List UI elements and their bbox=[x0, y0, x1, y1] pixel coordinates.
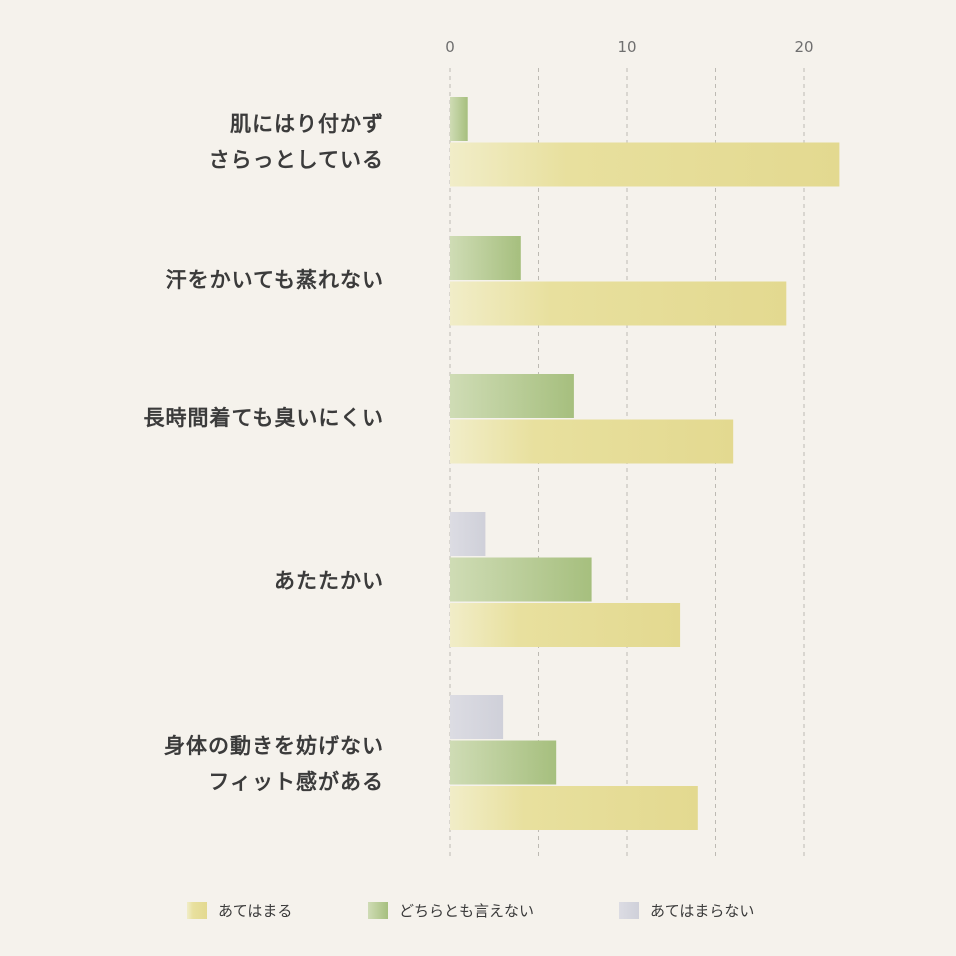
legend-label: あてはまる bbox=[218, 902, 292, 920]
legend-swatch bbox=[368, 902, 388, 919]
bar-あてはまる bbox=[450, 281, 787, 326]
x-tick-label: 20 bbox=[794, 38, 813, 56]
bar-どちらとも言えない bbox=[450, 97, 468, 141]
category-label: 汗をかいても蒸れない bbox=[166, 268, 384, 292]
legend-item: あてはまらない bbox=[619, 902, 754, 920]
bar-あてはまらない bbox=[450, 695, 504, 739]
category-label: 長時間着ても臭いにくい bbox=[143, 406, 384, 430]
bars bbox=[450, 97, 840, 830]
category-label: 身体の動きを妨げない bbox=[164, 734, 384, 758]
legend: あてはまる どちらとも言えない あてはまらない bbox=[187, 902, 754, 920]
x-tick-label: 10 bbox=[617, 38, 636, 56]
bar-あてはまる bbox=[450, 419, 734, 464]
bar-どちらとも言えない bbox=[450, 374, 574, 418]
category-label: 肌にはり付かず bbox=[230, 112, 384, 136]
bar-あてはまる bbox=[450, 142, 840, 187]
legend-swatch bbox=[187, 902, 207, 919]
category-label: フィット感がある bbox=[208, 770, 384, 794]
bar-あてはまる bbox=[450, 603, 681, 647]
legend-swatch bbox=[619, 902, 639, 919]
x-axis-ticks: 0 10 20 bbox=[445, 38, 813, 56]
category-label: さらっとしている bbox=[209, 148, 384, 172]
bar-どちらとも言えない bbox=[450, 236, 521, 280]
legend-label: あてはまらない bbox=[650, 902, 754, 920]
legend-item: あてはまる bbox=[187, 902, 292, 920]
bar-どちらとも言えない bbox=[450, 740, 557, 785]
bar-どちらとも言えない bbox=[450, 557, 592, 602]
category-label: あたたかい bbox=[274, 569, 384, 593]
legend-item: どちらとも言えない bbox=[368, 902, 534, 920]
x-tick-label: 0 bbox=[445, 38, 455, 56]
legend-label: どちらとも言えない bbox=[399, 902, 534, 920]
bar-あてはまる bbox=[450, 786, 698, 830]
category-labels: 肌にはり付かずさらっとしている汗をかいても蒸れない長時間着ても臭いにくいあたたか… bbox=[143, 112, 384, 794]
bar-あてはまらない bbox=[450, 512, 486, 556]
